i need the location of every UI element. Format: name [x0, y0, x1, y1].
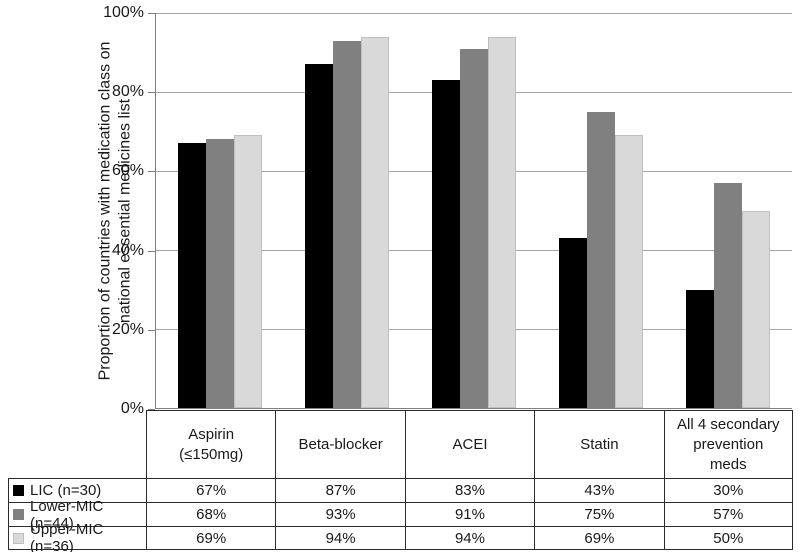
table-cell: 94%	[404, 526, 535, 550]
bar-group	[665, 13, 792, 408]
y-tick-80: 80%	[111, 83, 144, 100]
bar	[742, 210, 771, 408]
bar	[559, 238, 588, 408]
legend-row-lower-mic: Lower-MIC (n=44)	[8, 498, 146, 532]
legend-row-upper-mic: Upper-MIC (n=36)	[8, 521, 146, 552]
legend-label-lic: LIC (n=30)	[30, 482, 102, 499]
lower-mic-swatch-icon	[13, 509, 24, 520]
table-cell: 67%	[146, 478, 276, 502]
y-tickmark	[148, 251, 155, 252]
bar	[205, 139, 234, 408]
legend-label-lower-mic: Lower-MIC (n=44)	[30, 497, 104, 532]
y-axis-title: Proportion of countries with medication …	[86, 13, 144, 409]
bar	[460, 48, 488, 408]
bar-group	[283, 13, 410, 408]
bar	[714, 182, 743, 408]
table-cell: 50%	[663, 526, 793, 550]
bar-group	[538, 13, 665, 408]
table-cell: 87%	[275, 478, 405, 502]
bar	[587, 111, 616, 408]
bar	[332, 40, 361, 408]
bar	[488, 36, 516, 408]
upper-mic-swatch-icon	[13, 532, 24, 544]
y-tick-40: 40%	[111, 242, 144, 259]
table-cell: 43%	[534, 478, 664, 502]
y-tickmark	[148, 409, 155, 410]
table-cell: 57%	[663, 502, 793, 526]
table-cell: 94%	[275, 526, 405, 550]
bar	[615, 135, 644, 408]
table-cell: 75%	[534, 502, 664, 526]
category-header-acei: ACEI	[404, 410, 535, 478]
bar	[177, 143, 206, 408]
y-tickmark	[148, 171, 155, 172]
y-tick-20: 20%	[111, 321, 144, 338]
y-tickmark	[148, 13, 155, 14]
data-table: Aspirin (≤150mg) Beta-blocker ACEI Stati…	[8, 410, 793, 552]
bar	[233, 135, 262, 408]
bar	[432, 80, 460, 408]
table-cell: 93%	[275, 502, 405, 526]
bar	[686, 289, 715, 408]
table-cell: 91%	[404, 502, 535, 526]
table-corner-spacer	[8, 410, 146, 478]
y-tickmark	[148, 330, 155, 331]
bar	[304, 64, 333, 408]
y-tickmark	[148, 92, 155, 93]
table-cell: 30%	[663, 478, 793, 502]
y-tick-0: 0%	[120, 400, 144, 417]
y-tick-60: 60%	[111, 162, 144, 179]
plot-area	[155, 13, 792, 409]
category-header-beta-blocker: Beta-blocker	[275, 410, 405, 478]
bar	[360, 36, 389, 408]
bar-group	[410, 13, 537, 408]
table-cell: 69%	[146, 526, 276, 550]
category-header-all4: All 4 secondary prevention meds	[663, 410, 793, 478]
table-cell: 69%	[534, 526, 664, 550]
legend-row-lic: LIC (n=30)	[8, 478, 146, 502]
category-header-statin: Statin	[534, 410, 664, 478]
lic-swatch-icon	[13, 485, 24, 496]
bar-group	[156, 13, 283, 408]
table-cell: 83%	[404, 478, 535, 502]
y-tick-100: 100%	[103, 4, 144, 21]
category-header-aspirin: Aspirin (≤150mg)	[146, 410, 276, 478]
gridline-100	[156, 13, 792, 14]
table-cell: 68%	[146, 502, 276, 526]
legend-label-upper-mic: Upper-MIC (n=36)	[30, 521, 104, 552]
